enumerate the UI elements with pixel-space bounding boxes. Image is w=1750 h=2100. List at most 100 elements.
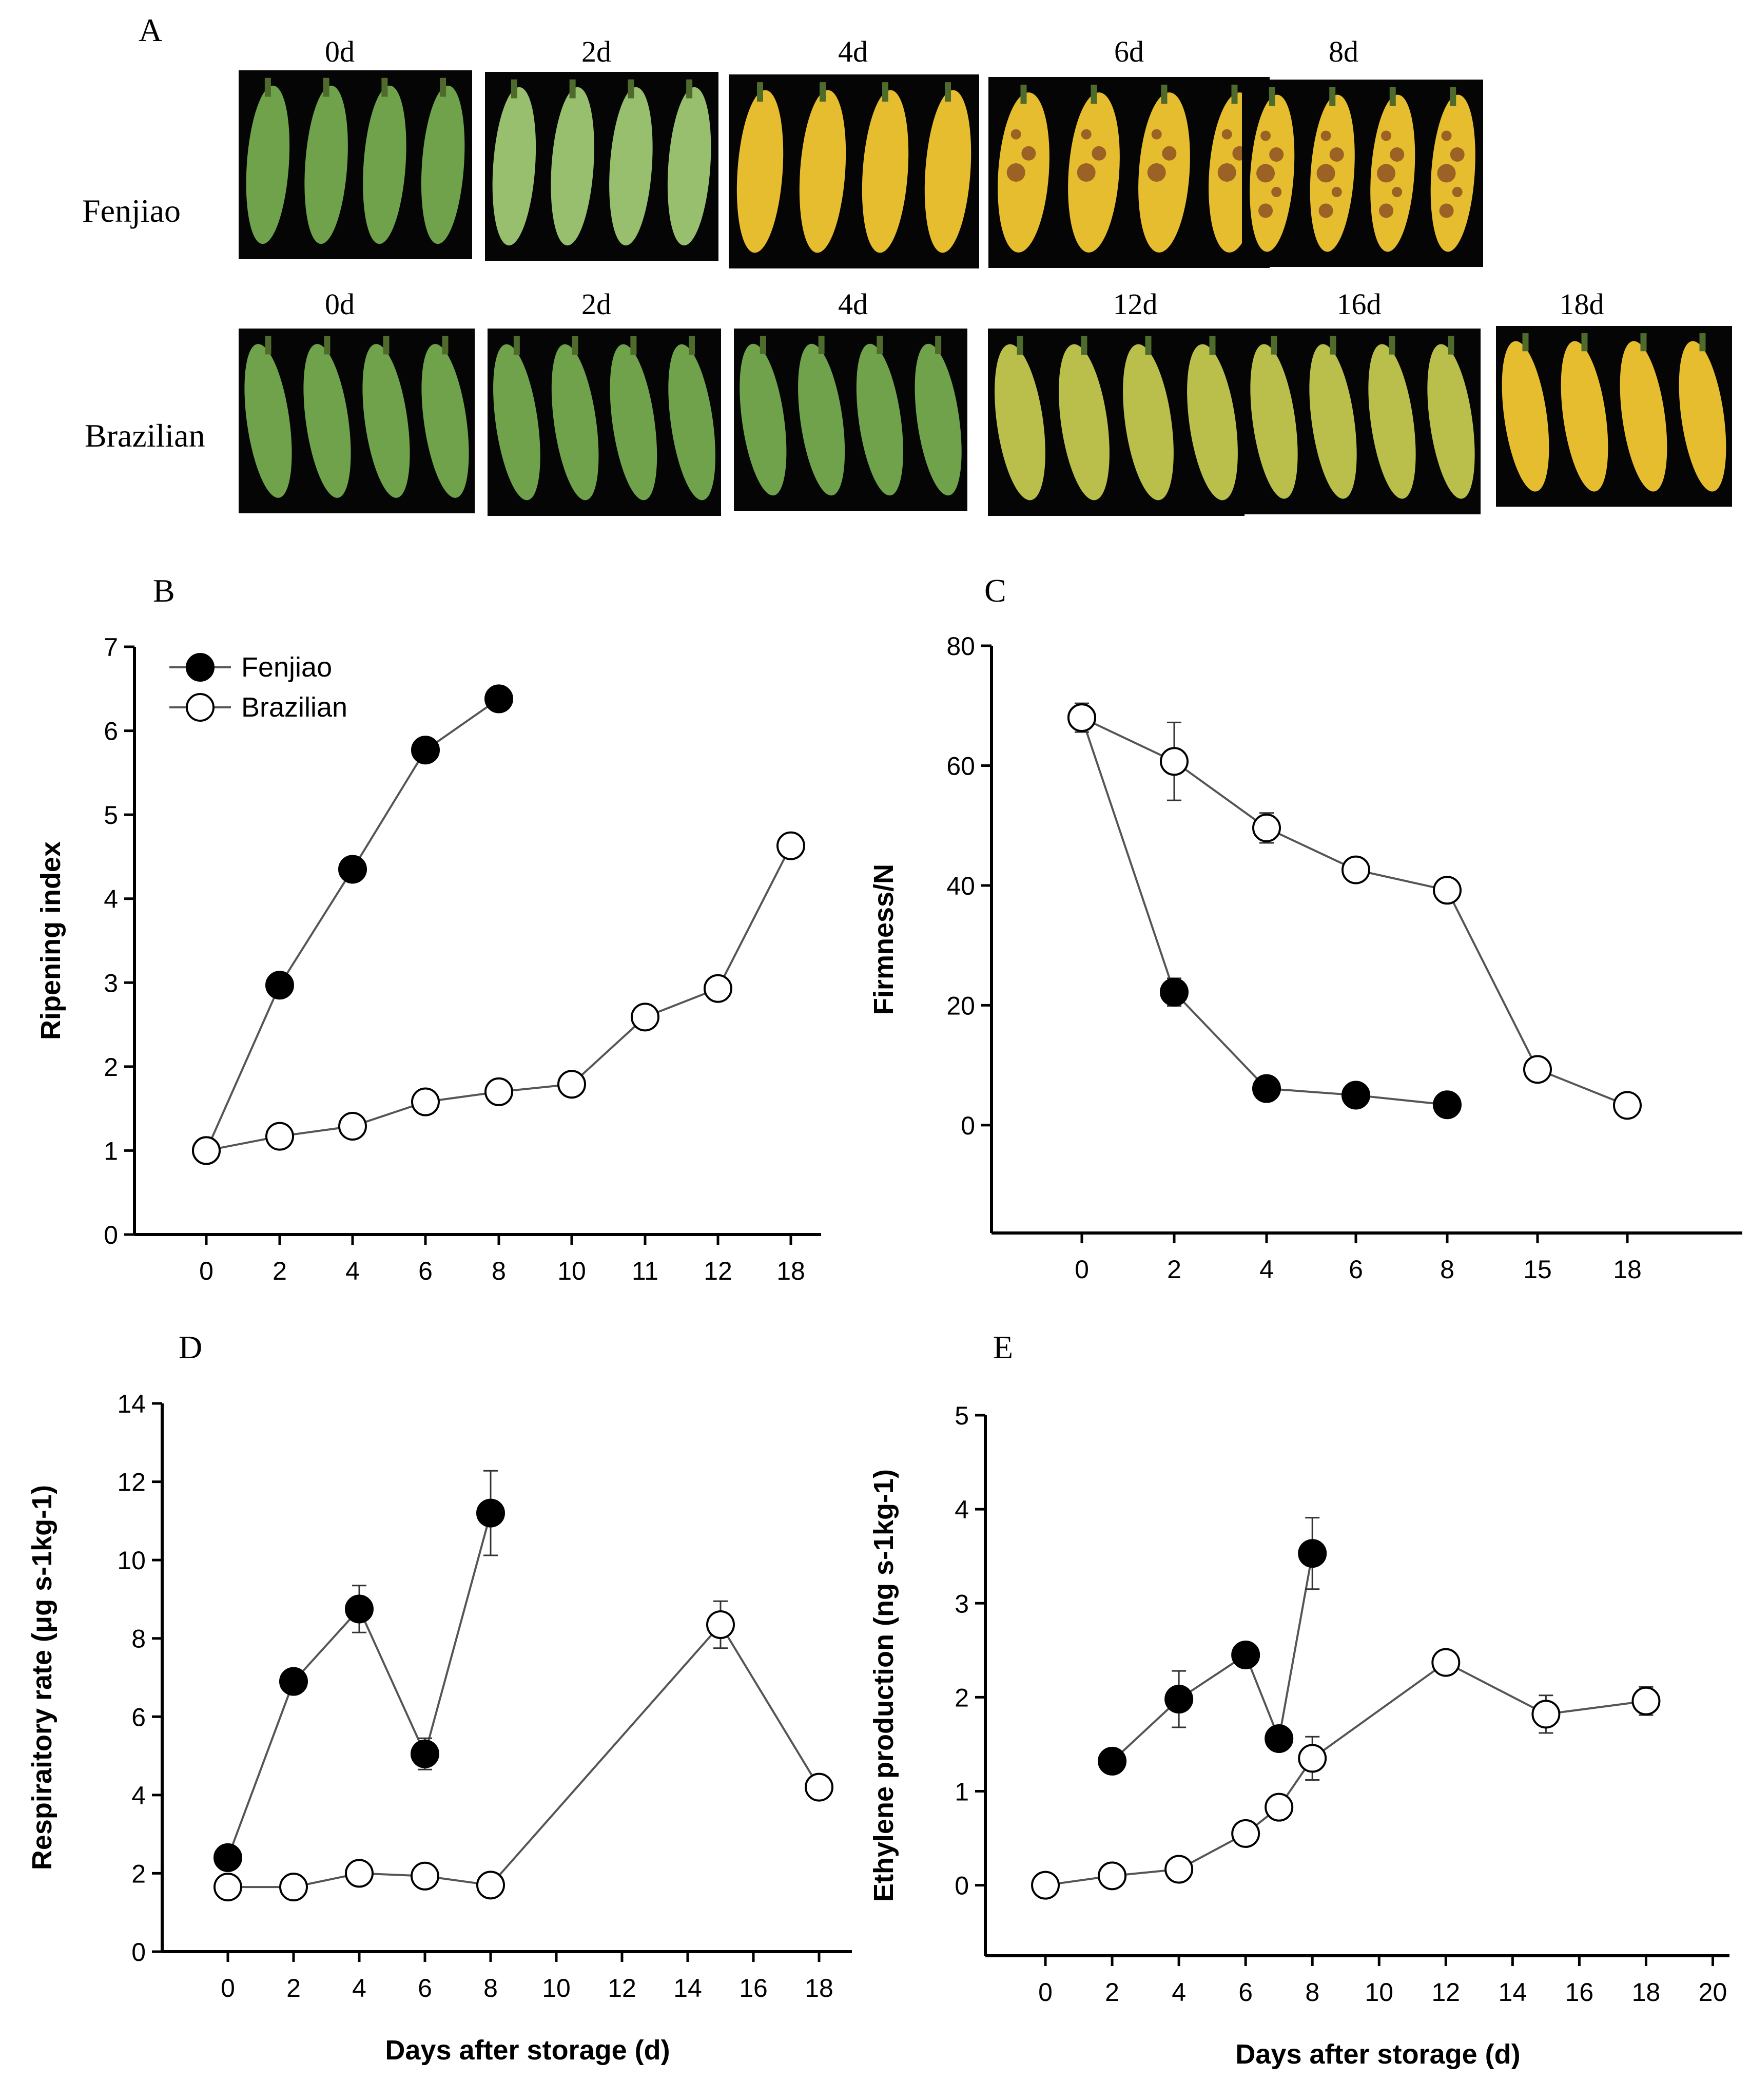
x-tick-label: 8 [1305,1978,1319,2007]
data-point-fenjiao [213,1843,242,1872]
banana-stem [1271,336,1277,355]
banana-fruit [924,90,971,253]
peel-speck [1379,203,1394,218]
peel-speck [1331,187,1342,197]
banana-fruit [551,344,599,500]
data-point-brazilian [1164,1855,1194,1884]
x-tick-label: 18 [1613,1255,1642,1284]
respiratory-rate-chart: 0 2 4 6 8 10 12 14 0 2 4 6 8 10 12 14 16 18 Respiraitory r… [27,1390,852,2066]
peel-speck [1077,163,1096,182]
banana-stem [1081,336,1087,355]
peel-speck [1377,164,1396,183]
peel-speck [1256,164,1275,183]
photo-day-label: 12d [1113,287,1158,321]
peel-speck [1390,147,1405,162]
x-tick-label: 2 [286,1974,301,2002]
peel-speck [1320,130,1331,141]
y-tick-label: 40 [946,872,975,900]
banana-fruit [551,87,594,246]
data-point-brazilian [805,1773,833,1802]
x-tick-label: 18 [805,1974,833,2002]
y-tick-label: 80 [946,632,975,661]
banana-stem [511,79,517,99]
photo-day-label: 2d [581,287,611,321]
data-point-brazilian [1160,747,1189,776]
x-tick-label: 12 [1431,1978,1460,2007]
photo-day-label: 4d [838,35,868,68]
peel-speck [1147,163,1166,182]
data-point-brazilian [338,1111,367,1141]
banana-stem [1450,87,1456,106]
x-tick-label: 10 [557,1257,586,1285]
legend-marker [186,653,215,682]
data-point-brazilian [411,1087,440,1116]
x-tick-label: 6 [1238,1978,1253,2007]
photo-day-label: 2d [581,35,611,68]
peel-speck [1437,164,1456,183]
peel-speck [1162,146,1177,161]
data-point-brazilian [557,1070,586,1099]
banana-fruit [244,344,292,498]
data-point-brazilian [1231,1819,1260,1848]
x-tick-label: 0 [1075,1255,1089,1284]
data-point-brazilian [279,1873,308,1902]
x-tick-label: 18 [776,1257,805,1285]
x-axis-label: Days after storage (d) [1235,2039,1520,2070]
x-tick-label: 12 [608,1974,636,2002]
banana-stem [323,78,329,97]
y-tick-label: 4 [131,1781,146,1810]
y-tick-label: 1 [955,1778,969,1806]
x-tick-label: 8 [483,1974,498,2002]
banana-fruit [668,344,715,500]
data-point-brazilian [1252,813,1281,842]
banana-fruit [667,87,711,246]
banana-stem [945,82,951,102]
data-point-fenjiao [345,1594,374,1624]
banana-stem [1330,336,1336,355]
banana-stem [381,78,388,97]
data-point-brazilian [631,1003,659,1032]
peel-speck [1006,163,1025,182]
banana-stem [630,336,637,355]
x-tick-label: 14 [1499,1978,1527,2007]
data-point-fenjiao [1298,1539,1327,1568]
banana-stem [818,336,825,354]
peel-speck [1381,130,1392,141]
data-point-fenjiao [484,684,513,714]
peel-speck [1217,163,1236,182]
banana-fruit [1187,344,1238,500]
y-tick-label: 7 [104,633,118,662]
x-tick-label: 20 [1699,1978,1727,2007]
banana-fruit [492,87,536,246]
banana-fruit [798,343,845,496]
photo-day-label: 6d [1114,35,1144,68]
panel-e-label: E [993,1329,1013,1365]
x-tick-label: 10 [1365,1978,1393,2007]
x-tick-label: 4 [1172,1978,1186,2007]
data-point-brazilian [1098,1861,1127,1891]
y-axis-label: Ripening index [35,841,66,1040]
data-point-fenjiao [1164,1685,1194,1714]
x-tick-label: 8 [492,1257,506,1285]
y-axis-label: Firmness/N [868,864,899,1015]
x-tick-label: 2 [1105,1978,1119,2007]
y-tick-label: 12 [117,1468,146,1497]
banana-stem [1145,336,1152,355]
banana-stem [686,79,693,99]
banana-stem [572,336,578,355]
peel-speck [1081,129,1092,140]
banana-stem [1640,333,1647,352]
banana-fruit [1368,344,1416,499]
banana-stem [1020,84,1027,104]
data-point-fenjiao [1433,1090,1462,1120]
banana-stem [757,82,763,102]
y-tick-label: 0 [131,1938,146,1967]
banana-fruit [362,344,410,498]
data-point-brazilian [345,1859,374,1888]
y-tick-label: 3 [104,969,118,997]
data-point-fenjiao [1098,1746,1127,1776]
banana-stem [877,336,883,354]
y-axis-label: Ethylene production (ng s-1kg-1) [868,1469,899,1902]
legend-marker [186,693,215,722]
x-tick-label: 0 [1038,1978,1053,2007]
